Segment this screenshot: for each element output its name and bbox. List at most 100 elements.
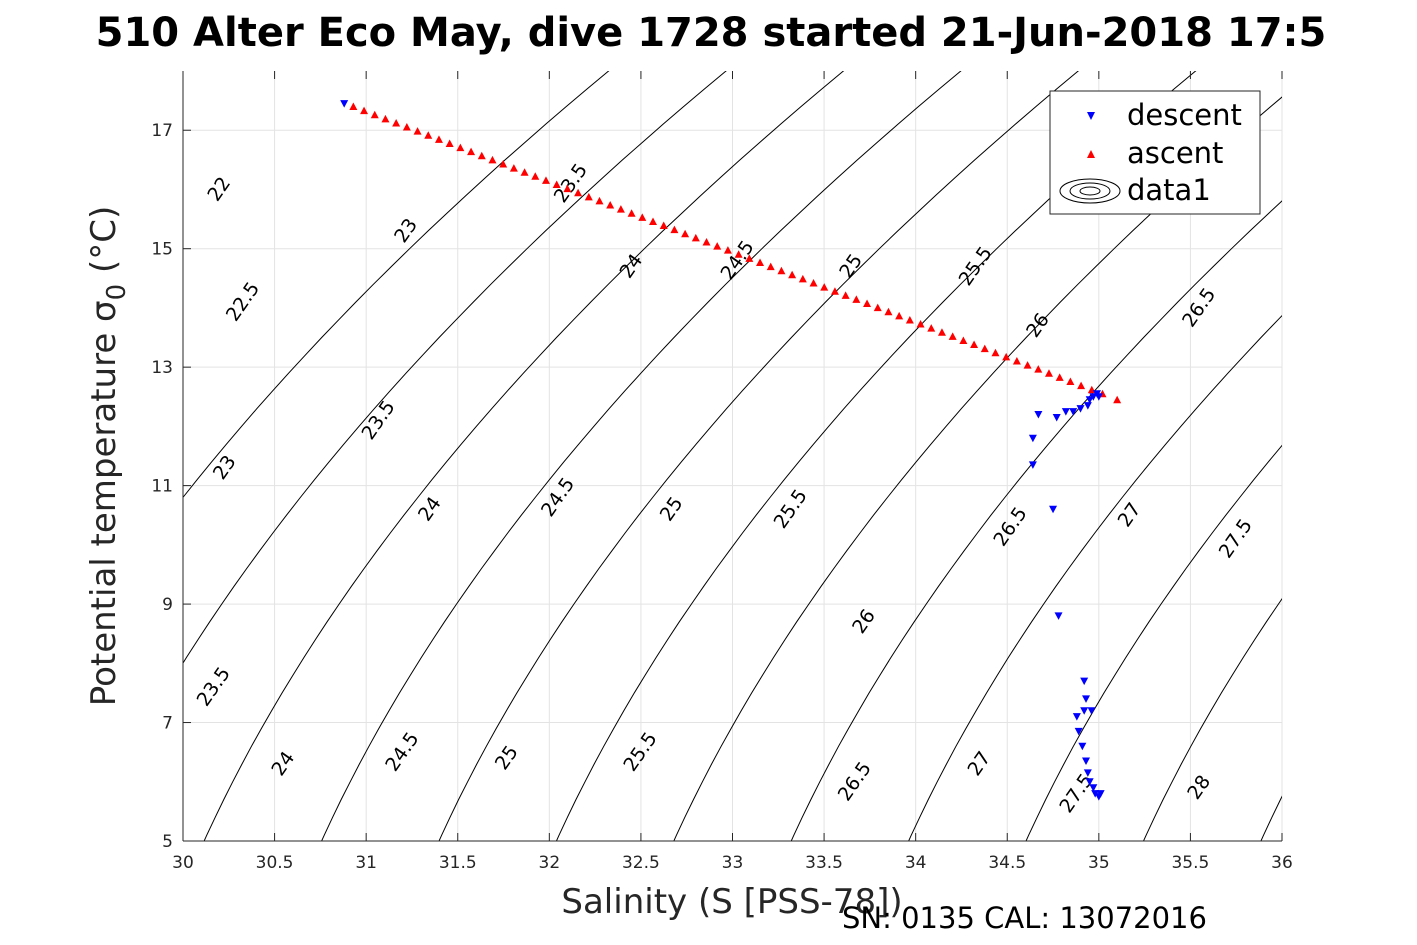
legend-descent-marker	[1087, 112, 1095, 120]
descent-point	[1052, 414, 1061, 422]
descent-point	[1091, 790, 1100, 798]
density-contour-line	[1142, 598, 1282, 841]
descent-point	[1085, 778, 1094, 786]
ascent-point	[1077, 381, 1086, 390]
ascent-point	[895, 311, 904, 320]
ascent-point	[873, 303, 882, 312]
ascent-point	[1023, 361, 1032, 369]
descent-point	[1089, 784, 1098, 792]
x-tick-label: 32.5	[622, 853, 660, 873]
descent-point	[1083, 402, 1092, 410]
ascent-point	[381, 114, 390, 123]
ascent-point	[541, 176, 550, 184]
ascent-point	[691, 233, 700, 242]
y-axis-ticks: 5 7 9 11 13 15 17	[151, 121, 191, 852]
ascent-point	[670, 225, 679, 234]
y-tick-label: 13	[151, 358, 173, 378]
density-contour-line	[555, 71, 1197, 841]
ascent-point	[574, 188, 583, 197]
descent-point	[1087, 707, 1096, 715]
ascent-point	[852, 295, 861, 303]
y-axis-label-main: Potential temperature σ	[84, 300, 124, 706]
ascent-point	[595, 196, 604, 205]
legend-descent-label: descent	[1127, 98, 1242, 132]
ascent-point	[584, 192, 593, 201]
y-tick-label: 5	[162, 832, 173, 852]
y-tick-label: 17	[151, 121, 173, 141]
ascent-point	[1055, 373, 1064, 381]
descent-point	[1078, 742, 1087, 751]
descent-point	[340, 100, 349, 108]
legend-box	[1049, 90, 1261, 215]
x-tick-label: 33	[722, 853, 744, 873]
descent-point	[1061, 408, 1070, 416]
descent-point	[1069, 408, 1078, 416]
ascent-point	[627, 209, 636, 217]
ascent-point	[531, 172, 540, 180]
ascent-point	[948, 332, 957, 340]
x-tick-label: 35.5	[1171, 853, 1209, 873]
ascent-point	[552, 180, 561, 189]
ascent-series	[349, 102, 1122, 404]
x-tick-label: 35	[1088, 853, 1110, 873]
ascent-point	[980, 344, 989, 353]
x-tick-label: 33.5	[805, 853, 843, 873]
ascent-point	[467, 147, 476, 156]
ascent-point	[788, 270, 797, 279]
x-tick-label: 31.5	[439, 853, 477, 873]
ascent-point	[991, 348, 1000, 357]
y-tick-label: 11	[151, 477, 173, 497]
x-tick-label: 36	[1271, 853, 1293, 873]
ascent-point	[413, 127, 422, 135]
ascent-point	[905, 315, 914, 324]
legend-contour-icon	[1059, 178, 1121, 204]
y-tick-label: 7	[162, 714, 173, 734]
ascent-point	[927, 324, 936, 332]
density-contour-line	[1025, 444, 1282, 841]
ascent-point	[563, 184, 572, 193]
ascent-point	[884, 307, 893, 316]
density-contour-line	[183, 71, 727, 664]
ascent-point	[616, 205, 625, 213]
descent-point	[1085, 396, 1094, 404]
ascent-point	[488, 155, 497, 164]
ascent-point	[606, 201, 615, 209]
y-axis-label-subscript: 0	[102, 284, 132, 301]
descent-series	[340, 100, 1105, 801]
legend: descent ascent data1	[1049, 90, 1261, 215]
ascent-point	[424, 131, 433, 139]
ascent-point	[360, 106, 369, 115]
descent-point	[1076, 405, 1085, 413]
descent-point	[1028, 434, 1037, 443]
descent-point	[1094, 393, 1103, 401]
ascent-point	[509, 164, 518, 172]
ascent-point	[777, 266, 786, 275]
ascent-point	[809, 279, 818, 287]
x-tick-label: 31	[355, 853, 377, 873]
ascent-point	[370, 110, 379, 119]
descent-point	[1080, 677, 1089, 686]
ascent-point	[916, 320, 925, 328]
density-contour-line	[203, 71, 845, 841]
ascent-point	[659, 221, 668, 230]
ascent-point	[937, 328, 946, 336]
ascent-point	[713, 242, 722, 250]
descent-point	[1096, 790, 1105, 798]
y-axis-label: Potential temperature σ0 (°C)	[84, 206, 132, 706]
ascent-point	[756, 258, 765, 266]
ascent-point	[863, 299, 872, 308]
ascent-point	[520, 168, 529, 176]
x-axis-ticks: 30 30.5 31 31.5 32 32.5 33 33.5 34 34.5 35 35.5 36	[172, 71, 1293, 873]
density-contour-line	[908, 314, 1282, 841]
ascent-point	[456, 143, 465, 152]
ascent-point	[638, 213, 647, 221]
ascent-point	[820, 283, 829, 291]
ascent-point	[499, 159, 508, 168]
ascent-point	[1113, 395, 1122, 404]
ascent-point	[434, 135, 443, 143]
ascent-point	[798, 274, 807, 283]
x-tick-label: 30	[172, 853, 194, 873]
ascent-point	[402, 123, 411, 131]
ascent-point	[841, 291, 850, 299]
